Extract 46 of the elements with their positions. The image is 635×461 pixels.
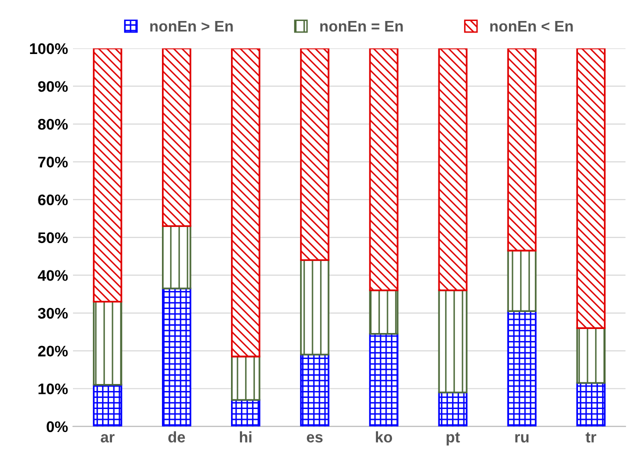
bar (231, 356, 260, 401)
bar (162, 225, 192, 290)
x-tick-label: ko (376, 431, 392, 443)
bar (507, 250, 537, 312)
legend-label: nonEn > En (150, 20, 233, 32)
x-tick-label: pt (446, 432, 460, 446)
bar (92, 384, 122, 426)
bar (576, 382, 606, 426)
bar (300, 48, 330, 261)
bar (369, 48, 398, 292)
bar (92, 300, 122, 386)
bar (231, 399, 260, 426)
x-tick-label: de (168, 431, 186, 443)
y-tick-label: 20% (38, 346, 68, 357)
y-tick-label: 100% (30, 43, 68, 54)
x-tick-label: es (306, 434, 323, 443)
bar (438, 392, 468, 426)
y-tick-label: 50% (38, 232, 68, 244)
y-tick-label: 40% (38, 270, 68, 281)
x-tick-label: ru (515, 434, 529, 443)
legend-label: nonEn = En (320, 20, 403, 32)
bar (231, 48, 260, 358)
bar (162, 288, 192, 426)
bar (507, 48, 537, 252)
y-tick-label: 0% (46, 421, 68, 432)
bar (92, 48, 122, 303)
y-tick-label: 90% (38, 81, 68, 92)
bar (507, 310, 537, 426)
legend-label: nonEn < En (490, 20, 573, 32)
bar (300, 259, 330, 356)
y-tick-label: 60% (38, 194, 68, 206)
y-tick-label: 70% (38, 156, 68, 168)
y-tick-label: 10% (38, 383, 68, 394)
y-tick-label: 80% (38, 118, 68, 130)
x-tick-label: tr (586, 432, 596, 442)
bar (369, 332, 398, 426)
x-tick-label: ar (100, 434, 115, 443)
bar (576, 327, 606, 384)
bar (438, 48, 468, 292)
bar (576, 48, 606, 329)
x-tick-label: hi (240, 431, 252, 442)
bar (300, 354, 330, 426)
bar (438, 290, 468, 394)
bar (369, 290, 398, 335)
y-tick-label: 30% (38, 308, 68, 319)
bar (162, 48, 192, 227)
